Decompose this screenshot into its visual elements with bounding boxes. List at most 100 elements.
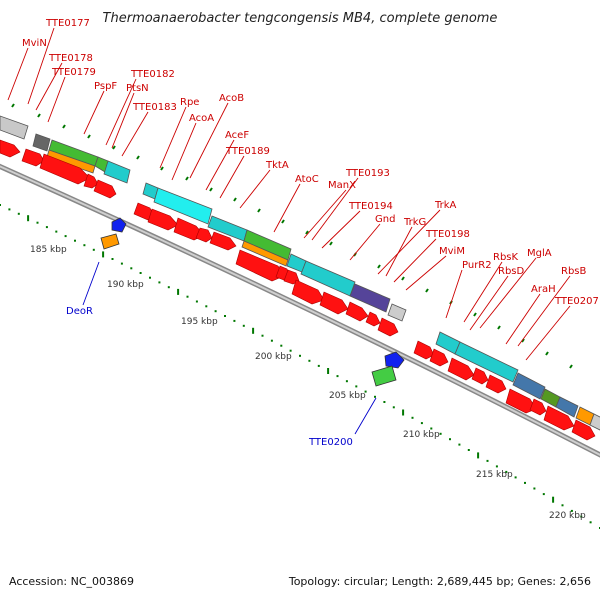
gene-arrow [147,208,179,231]
gene-arrow [93,179,117,199]
ruler-minor-tick [308,359,311,362]
rna-arrow [111,217,127,233]
map-title: Thermoanaerobacter tengcongensis MB4, co… [103,11,498,26]
ruler-label: 185 kbp [30,245,67,255]
gene-label: AceF [225,130,249,141]
ruler-minor-tick [355,385,358,388]
segment-block [241,240,289,267]
segment-block [0,115,29,140]
ruler-minor-tick [561,504,564,507]
ruler-minor-tick [524,481,526,484]
ruler-minor-tick [55,230,58,233]
gene-arrow [447,357,475,381]
genome-stats-text: Topology: circular; Length: 2,689,445 bp… [288,575,591,588]
accession-text: Accession: NC_003869 [9,575,134,588]
ruler-major-tick [477,452,480,459]
segment-block [32,133,51,152]
ruler-minor-tick [449,438,451,441]
ruler-minor-tick [270,339,273,342]
ruler-minor-tick [280,344,283,347]
gene-label: TTE0193 [345,168,390,179]
gene-arrow [83,173,99,189]
gene-arrow [505,388,537,414]
gene-arrow [345,301,369,322]
ruler-minor-tick [299,354,301,357]
ruler-minor-tick [167,286,170,289]
ruler-major-tick [252,327,255,334]
ruler-minor-tick [74,239,76,242]
ruler-minor-tick [374,395,376,398]
ruler-label: 215 kbp [476,470,513,480]
gene-label: RbsK [493,252,519,263]
ruler-minor-tick [542,493,545,496]
gene-label: TTE0182 [130,69,175,80]
ruler-minor-tick [439,432,442,435]
ruler-label: 190 kbp [107,280,144,290]
segment-block [153,187,213,225]
ruler-minor-tick [505,470,508,473]
ruler-minor-tick [111,258,114,260]
ruler-minor-tick [486,459,489,462]
segment-block [454,341,519,383]
ruler-minor-tick [130,267,133,270]
ruler-minor-tick [83,244,86,247]
gene-label: MviM [439,246,465,257]
ruler-minor-tick [580,515,583,518]
gene-arrow [377,317,399,337]
ruler-minor-tick [458,443,461,446]
segment-block [555,396,579,418]
gene-arrow [291,279,325,305]
ruler-minor-tick [205,305,208,308]
ruler-minor-tick [514,476,517,479]
ruler-minor-tick [149,276,151,279]
gene-label: TktA [265,160,289,171]
segment-block [349,283,391,313]
segment-block [589,413,600,431]
ruler-minor-tick [8,208,11,211]
gene-label: PurR2 [462,260,492,271]
rna-label: TTE0200 [308,437,353,448]
ruler-minor-tick [345,380,348,383]
gene-arrow [319,291,349,315]
gene-label: TTE0179 [51,67,96,78]
ruler-major-tick [552,496,555,503]
ruler-minor-tick [0,204,1,206]
ruler-minor-tick [120,262,123,265]
ruler-minor-tick [392,406,395,409]
ruler-major-tick [27,215,30,222]
gene-arrow [413,340,435,360]
gene-arrow [235,249,285,282]
gene-arrow [571,419,596,441]
ruler-label: 205 kbp [329,391,366,401]
rna-labels: DeoR TTE0200 [66,261,377,448]
gene-label: ManX [328,180,356,191]
ruler-minor-tick [317,364,320,367]
gene-label: TTE0189 [225,146,270,157]
gene-label: TTE0177 [45,18,90,29]
gene-arrow [0,139,21,158]
ruler-minor-tick [420,422,423,425]
gene-label: MviN [22,38,47,49]
ruler-minor-tick [589,521,592,524]
ruler-minor-tick [533,487,536,490]
ruler-minor-tick [261,334,264,337]
ruler-minor-tick [195,300,198,303]
rna-block [371,365,397,387]
ruler-major-tick [402,409,405,416]
ruler-label: 210 kbp [403,430,440,440]
gene-label: RbsB [561,266,587,277]
gene-label: Rpe [180,97,199,108]
gene-label: MglA [527,248,552,259]
ruler-minor-tick [411,416,414,419]
ruler-minor-tick [224,315,226,317]
gene-arrow [21,148,45,167]
gene-label: TTE0194 [348,201,393,212]
ruler-ticks [0,204,600,529]
gene-label: PspF [94,81,117,92]
gene-arrows [0,139,596,441]
gene-label: TrkG [403,217,426,228]
ruler-minor-tick [336,375,339,378]
gene-label: PtsN [126,83,149,94]
rna-block [100,233,120,250]
